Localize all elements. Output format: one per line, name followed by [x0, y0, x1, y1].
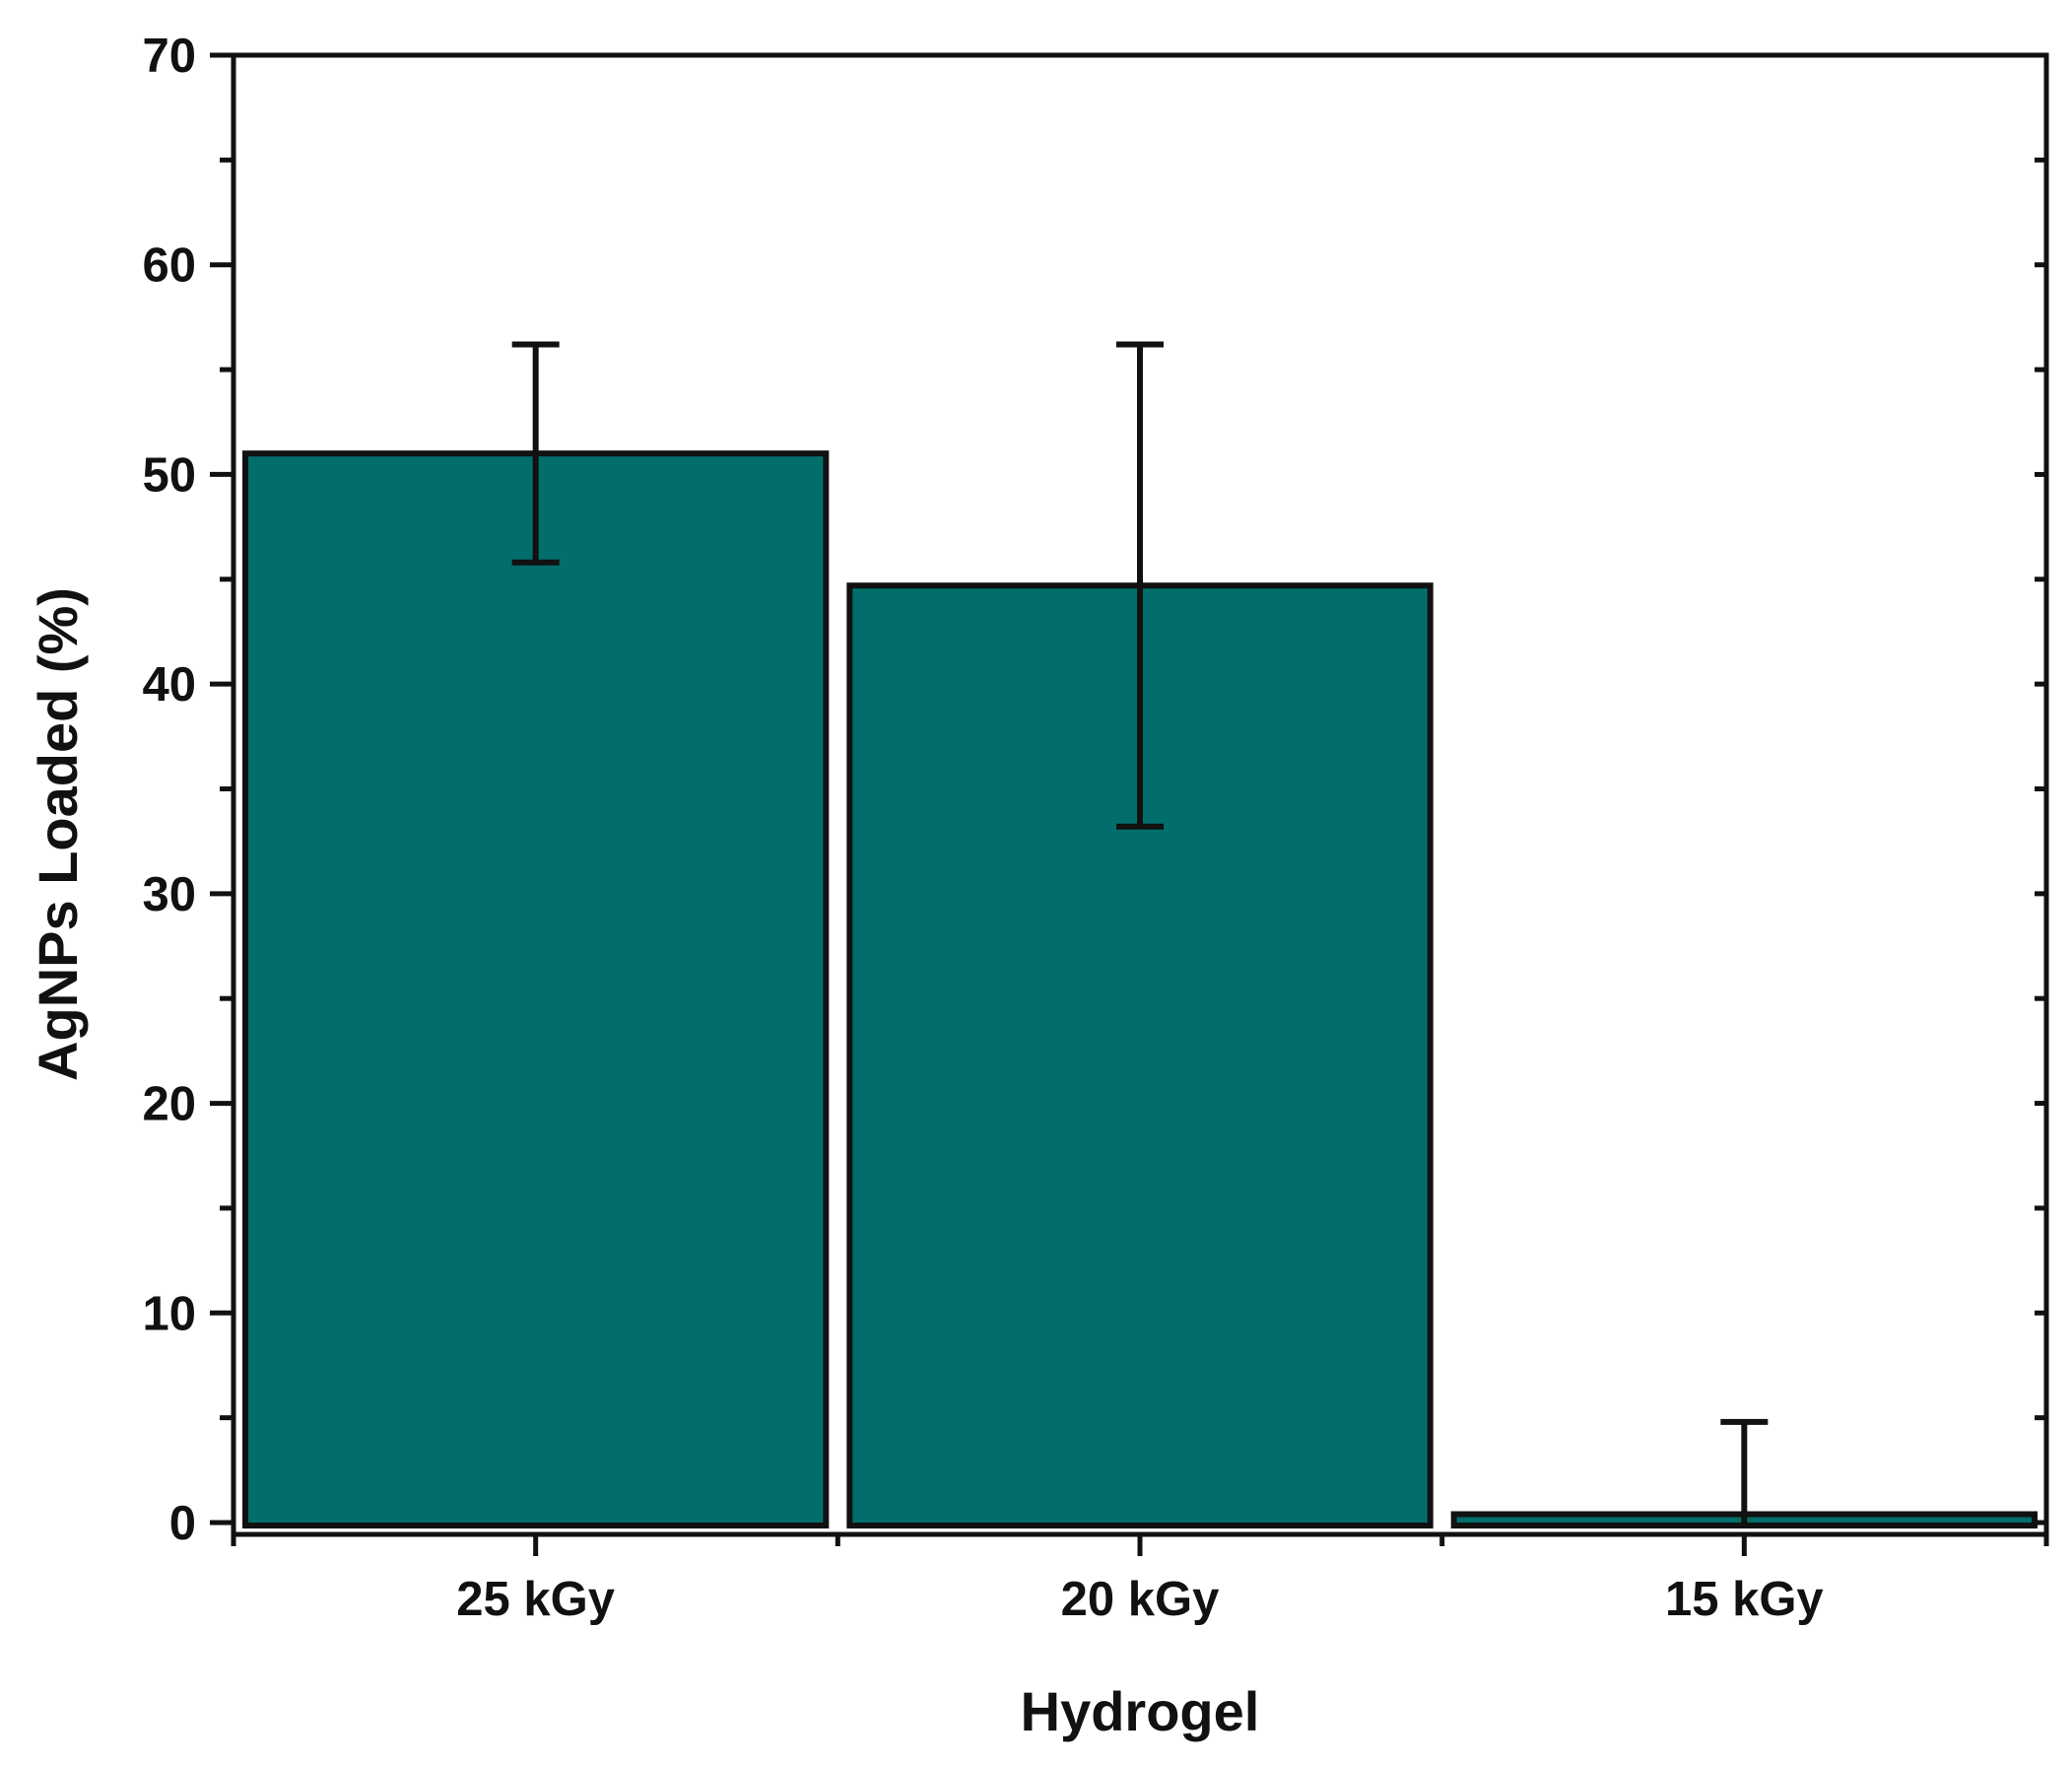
y-tick-label: 70: [142, 30, 196, 83]
x-axis-title: Hydrogel: [1021, 1680, 1260, 1742]
x-tick-label: 25 kGy: [456, 1573, 615, 1626]
y-tick-label: 40: [142, 658, 196, 712]
error-bars: [511, 341, 1769, 1523]
y-tick-label: 60: [142, 239, 196, 293]
bar-25-kgy: [242, 450, 830, 1529]
y-tick-label: 30: [142, 868, 196, 921]
x-tick-label: 15 kGy: [1665, 1573, 1824, 1626]
x-axis-ticks: 25 kGy 20 kGy 15 kGy: [231, 1534, 2049, 1626]
y-tick-label: 20: [142, 1078, 196, 1131]
y-tick-label: 50: [142, 448, 196, 502]
x-tick-label: 20 kGy: [1061, 1573, 1220, 1626]
y-tick-label: 0: [169, 1497, 196, 1550]
y-axis-title: AgNPs Loaded (%): [27, 587, 89, 1081]
y-tick-label: 10: [142, 1287, 196, 1340]
plot-frame: [231, 52, 2049, 1537]
